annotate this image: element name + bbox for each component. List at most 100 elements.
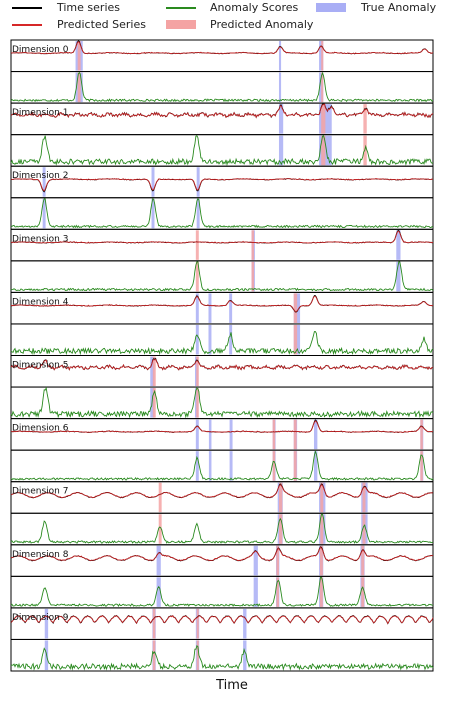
- true-anomaly-region: [208, 293, 212, 323]
- true-anomaly-region: [208, 419, 212, 450]
- legend-predicted-anomaly-label: Predicted Anomaly: [210, 18, 314, 31]
- predicted-anomaly-region: [158, 482, 162, 513]
- dimension-label: Dimension 5: [12, 361, 68, 371]
- anomaly-score-line: [10, 449, 434, 481]
- true-anomaly-region: [278, 41, 282, 71]
- predicted-anomaly-region: [319, 545, 323, 576]
- series-panel-frame: [10, 544, 434, 577]
- dimension-label: Dimension 3: [12, 234, 68, 244]
- predicted-anomaly-region: [272, 451, 276, 481]
- true-anomaly-region: [151, 167, 155, 197]
- predicted-anomaly-region: [196, 608, 199, 639]
- true-anomaly-region: [42, 167, 46, 197]
- legend-time-series-swatch: [12, 7, 42, 9]
- true-anomaly-region: [44, 608, 49, 639]
- predicted-series-line: [10, 103, 434, 119]
- true-anomaly-region: [195, 293, 199, 323]
- predicted-anomaly-region: [152, 608, 156, 639]
- anomaly-score-line: [10, 198, 434, 229]
- predicted-anomaly-region: [196, 356, 199, 387]
- predicted-series-line: [10, 614, 434, 625]
- true-anomaly-region: [313, 419, 318, 450]
- predicted-anomaly-region: [251, 230, 255, 260]
- series-panel-frame: [10, 291, 434, 325]
- true-anomaly-region: [319, 72, 324, 103]
- predicted-series-line: [10, 41, 434, 55]
- dimension-label: Dimension 7: [12, 487, 68, 497]
- predicted-anomaly-region: [195, 230, 199, 260]
- true-anomaly-region: [195, 324, 199, 355]
- true-anomaly-region: [278, 72, 282, 103]
- series-panel-frame: [10, 418, 434, 451]
- true-anomaly-region: [253, 545, 258, 576]
- time-series-line: [10, 419, 434, 433]
- score-panel-frame: [10, 638, 434, 672]
- true-anomaly-region: [195, 419, 199, 450]
- predicted-anomaly-region: [276, 545, 279, 576]
- predicted-anomaly-region: [362, 482, 366, 513]
- true-anomaly-region: [278, 104, 284, 134]
- true-anomaly-region: [208, 324, 212, 355]
- predicted-anomaly-region: [321, 135, 326, 166]
- true-anomaly-region: [243, 640, 247, 670]
- score-panel-frame: [10, 449, 434, 483]
- predicted-anomaly-region: [293, 324, 298, 355]
- dimension-label: Dimension 2: [12, 171, 68, 181]
- true-anomaly-region: [42, 198, 46, 229]
- true-anomaly-region: [396, 230, 401, 260]
- anomaly-score-line: [10, 331, 434, 356]
- anomaly-score-line: [10, 71, 434, 103]
- dimension-label: Dimension 1: [12, 108, 68, 118]
- true-anomaly-region: [396, 261, 401, 292]
- series-panel-frame: [10, 607, 434, 640]
- predicted-anomaly-region: [158, 514, 162, 544]
- predicted-anomaly-region: [276, 577, 279, 607]
- predicted-series-line: [10, 177, 434, 192]
- predicted-anomaly-region: [152, 640, 156, 670]
- legend-true-anomaly-swatch: [316, 3, 346, 12]
- predicted-anomaly-region: [278, 482, 283, 513]
- dimension-label: Dimension 0: [12, 45, 69, 55]
- predicted-anomaly-region: [363, 104, 367, 134]
- legend-predicted-series-label: Predicted Series: [57, 18, 146, 31]
- anomaly-score-line: [10, 645, 434, 671]
- anomaly-score-line: [10, 386, 434, 419]
- anomaly-score-line: [10, 576, 434, 608]
- true-anomaly-region: [196, 198, 200, 229]
- true-anomaly-region: [195, 451, 199, 481]
- time-series-line: [10, 40, 434, 55]
- time-series-line: [10, 178, 434, 193]
- predicted-anomaly-region: [321, 72, 324, 103]
- time-series-line: [10, 295, 433, 313]
- predicted-anomaly-region: [152, 356, 156, 387]
- predicted-anomaly-region: [77, 41, 81, 71]
- true-anomaly-region: [156, 545, 161, 576]
- dimension-label: Dimension 6: [12, 424, 69, 434]
- predicted-anomaly-region: [321, 104, 326, 134]
- legend: Time series Predicted Series Anomaly Sco…: [0, 0, 464, 34]
- true-anomaly-region: [229, 324, 233, 355]
- predicted-series-line: [10, 484, 434, 499]
- time-series-line: [10, 546, 434, 562]
- x-axis-label: Time: [216, 678, 248, 693]
- predicted-anomaly-region: [420, 419, 423, 450]
- dimension-label: Dimension 8: [12, 550, 69, 560]
- series-panel-frame: [10, 39, 434, 73]
- predicted-anomaly-region: [420, 451, 423, 481]
- predicted-anomaly-region: [251, 261, 255, 292]
- predicted-series-line: [10, 358, 434, 371]
- predicted-anomaly-region: [272, 419, 276, 450]
- predicted-anomaly-region: [362, 514, 366, 544]
- true-anomaly-region: [208, 451, 212, 481]
- predicted-anomaly-region: [293, 419, 297, 450]
- score-panel-frame: [10, 512, 434, 546]
- legend-anomaly-scores-swatch: [166, 7, 196, 9]
- predicted-anomaly-region: [196, 640, 199, 670]
- score-panel-frame: [10, 386, 434, 420]
- predicted-series-line: [10, 546, 434, 562]
- series-panel-frame: [10, 102, 434, 136]
- predicted-anomaly-region: [293, 293, 298, 323]
- predicted-series-line: [10, 230, 434, 244]
- true-anomaly-region: [313, 451, 318, 481]
